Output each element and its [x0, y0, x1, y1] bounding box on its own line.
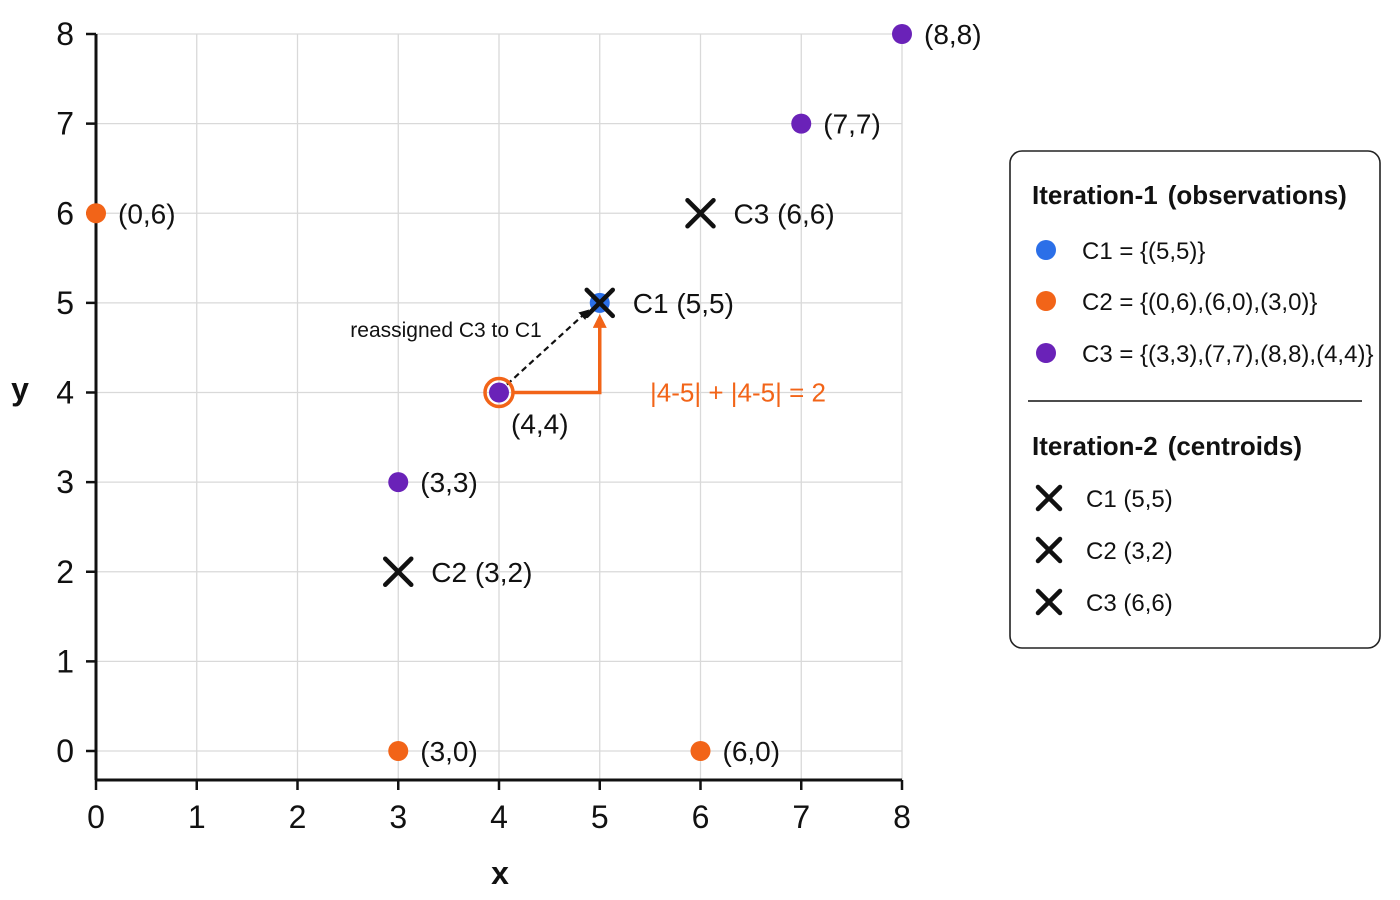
y-tick-label: 7 — [56, 106, 74, 142]
point-label: (3,0) — [420, 736, 478, 767]
legend-observation-label: C1 = {(5,5)} — [1082, 238, 1205, 265]
legend-section1-title-bold: Iteration-1 — [1032, 180, 1158, 210]
legend-centroid-marker — [1035, 588, 1063, 616]
point-label: (6,0) — [723, 736, 781, 767]
legend-section2-title-bold: Iteration-2 — [1032, 431, 1158, 461]
y-axis-title: y — [11, 371, 29, 407]
data-point-c3 — [791, 113, 812, 134]
x-tick-label: 2 — [289, 799, 307, 835]
x-axis-title: x — [491, 855, 509, 891]
legend-centroid-marker-stroke-b — [1035, 588, 1063, 616]
legend-section2-title-rest: (centroids) — [1168, 431, 1302, 461]
reassign-arrow — [506, 309, 590, 386]
x-tick-label: 0 — [87, 799, 105, 835]
legend-centroid-marker-stroke-b — [1035, 536, 1063, 564]
y-tick-label: 6 — [56, 195, 74, 231]
legend-marker-c1 — [1036, 240, 1056, 260]
manhattan-distance-path — [513, 313, 607, 395]
legend-section1-title-rest: (observations) — [1168, 180, 1347, 210]
legend-section1-title: Iteration-1 (observations) — [1032, 180, 1347, 210]
legend-centroid-marker — [1035, 484, 1063, 512]
legend-marker-c2 — [1036, 291, 1056, 311]
centroid-label: C3 (6,6) — [734, 198, 835, 229]
centroid-c2-marker — [383, 556, 414, 587]
x-tick-label: 1 — [188, 799, 206, 835]
data-point-c2 — [690, 741, 711, 761]
legend-section2-title: Iteration-2 (centroids) — [1032, 431, 1302, 461]
y-tick-label: 1 — [56, 643, 74, 679]
y-tick-label: 3 — [56, 464, 74, 500]
point-label: (0,6) — [118, 198, 176, 229]
x-tick-label: 4 — [490, 799, 508, 835]
centroid-c3-marker-stroke-b — [685, 198, 716, 229]
reassign-annotation: reassigned C3 to C1 — [350, 319, 541, 342]
legend-centroid-label: C2 (3,2) — [1086, 538, 1173, 565]
legend-observation-label: C3 = {(3,3),(7,7),(8,8),(4,4)} — [1082, 341, 1373, 368]
legend-centroid-label: C3 (6,6) — [1086, 590, 1173, 617]
x-tick-label: 3 — [389, 799, 407, 835]
x-tick-label: 6 — [692, 799, 710, 835]
point-label: (4,4) — [511, 409, 569, 440]
y-tick-label: 0 — [56, 733, 74, 769]
centroid-c3-marker — [685, 198, 716, 229]
legend-observation-label: C2 = {(0,6),(6,0),(3,0)} — [1082, 289, 1317, 316]
data-point-c3 — [489, 382, 509, 403]
centroid-c1-marker-stroke-b — [584, 287, 615, 319]
y-tick-label: 5 — [56, 285, 74, 321]
highlight-ring — [483, 376, 515, 409]
y-tick-label: 4 — [56, 375, 74, 411]
legend-box — [1009, 150, 1381, 649]
data-point-c2 — [86, 203, 106, 224]
centroid-c2-marker-stroke-b — [383, 556, 414, 587]
data-point-c3 — [892, 24, 912, 44]
legend-centroid-label: C1 (5,5) — [1086, 486, 1173, 513]
y-tick-label: 2 — [56, 554, 74, 590]
x-tick-label: 7 — [792, 799, 810, 835]
point-label: (3,3) — [420, 467, 478, 498]
legend-centroid-marker — [1035, 536, 1063, 564]
data-point-c3 — [388, 472, 409, 493]
distance-annotation: |4-5| + |4-5| = 2 — [650, 378, 826, 408]
point-label: (8,8) — [924, 19, 982, 50]
data-point-c2 — [388, 741, 409, 761]
legend-centroid-marker-stroke-b — [1035, 484, 1063, 512]
x-tick-label: 8 — [893, 799, 911, 835]
centroid-label: C2 (3,2) — [431, 557, 532, 588]
legend-marker-c3 — [1036, 343, 1056, 363]
x-tick-label: 5 — [591, 799, 609, 835]
centroid-label: C1 (5,5) — [633, 288, 734, 319]
centroid-c1-marker — [584, 287, 615, 319]
y-tick-label: 8 — [56, 16, 74, 52]
point-label: (7,7) — [823, 109, 881, 140]
